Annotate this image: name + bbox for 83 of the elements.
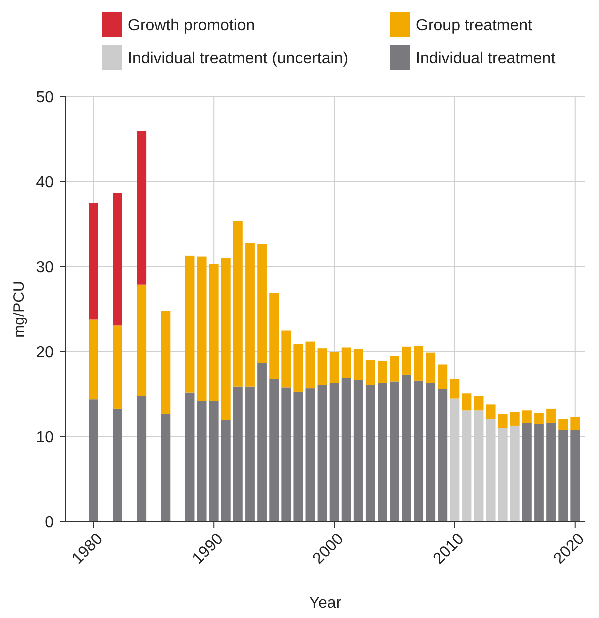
bar [294,344,304,392]
bar [366,360,376,386]
bar [570,430,580,522]
bar [221,420,231,522]
bar [209,401,219,522]
bar [282,388,292,522]
bar [137,131,147,285]
bar [450,379,460,399]
y-tick-label: 20 [36,344,54,362]
bar [306,342,316,389]
bar [282,330,292,388]
bar [161,311,171,414]
bar [486,404,496,420]
bar [390,356,400,382]
y-tick-label: 0 [45,514,54,532]
bar [197,401,207,522]
bar [306,388,316,522]
bar [234,221,243,387]
bar [558,430,568,522]
bar [258,363,267,522]
bar [402,374,412,522]
legend-label: Individual treatment [416,50,556,68]
bar [522,410,532,424]
bar [534,424,544,522]
bar [330,383,340,522]
bar [209,264,219,402]
bar [510,412,520,426]
bar [270,293,280,380]
bar [318,385,328,522]
bar [522,423,532,522]
bar [185,256,195,393]
bar [570,417,580,430]
bar [89,400,98,522]
bar [113,193,122,326]
bar [113,326,122,409]
y-tick-label: 50 [36,90,54,107]
bar [270,379,280,522]
legend-label: Growth promotion [128,18,256,35]
bar [197,256,207,402]
legend-label: Group treatment [416,18,534,35]
bar [137,284,147,396]
bar [89,320,98,400]
legend-label: Individual treatment (uncertain) [128,50,349,68]
bar [462,394,472,411]
bar [390,382,400,522]
bar [246,243,255,387]
bar [438,389,448,522]
bar [546,423,556,522]
bar [161,414,171,522]
bar [330,352,340,384]
bar [366,385,376,522]
bar [426,383,436,522]
bar [354,380,364,522]
bar [342,378,352,522]
bar [558,419,568,430]
bar [258,244,267,364]
bar [414,380,424,522]
bar [354,349,364,380]
bar [534,413,544,424]
y-tick-label: 10 [36,430,54,447]
bar [474,396,484,411]
bar [378,361,388,384]
bar [426,352,436,384]
bar [137,396,147,522]
bar [113,408,122,522]
bar [89,203,98,320]
x-axis-title: Year [309,595,342,612]
bar [402,346,412,375]
y-tick-label: 30 [36,260,54,277]
y-tick-label: 40 [36,174,54,192]
bar [342,348,352,378]
bar [221,258,231,420]
bar [234,386,243,522]
bar [246,386,255,522]
bar [185,392,195,522]
bar [546,408,556,424]
bar [378,383,388,522]
y-axis-title: mg/PCU [11,281,28,338]
bar [414,346,424,381]
bar [438,364,448,390]
bar [318,348,328,386]
bar [498,414,508,428]
bar [294,392,304,522]
